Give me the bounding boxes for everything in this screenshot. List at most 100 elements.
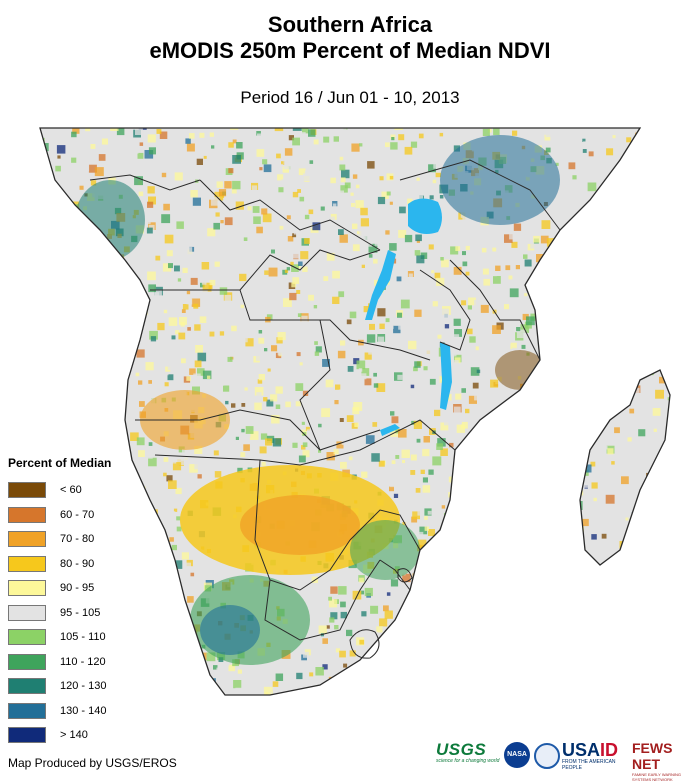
ndvi-pixel [542, 639, 548, 645]
ndvi-pixel [154, 548, 158, 552]
ndvi-pixel [479, 692, 489, 695]
ndvi-pixel [110, 306, 115, 311]
ndvi-pixel [368, 347, 376, 355]
ndvi-pixel [428, 469, 434, 475]
ndvi-pixel [615, 717, 619, 721]
ndvi-pixel [47, 391, 52, 396]
ndvi-pixel [144, 150, 154, 159]
ndvi-pixel [563, 511, 568, 516]
ndvi-pixel [87, 361, 93, 366]
ndvi-pixel [181, 645, 186, 651]
ndvi-pixel [584, 492, 591, 499]
ndvi-pixel [189, 133, 195, 139]
ndvi-pixel [606, 148, 614, 156]
ndvi-pixel [570, 239, 575, 244]
ndvi-pixel [616, 261, 623, 268]
ndvi-pixel [662, 291, 666, 295]
ndvi-pixel [646, 317, 654, 325]
ndvi-pixel [286, 215, 291, 220]
ndvi-pixel [204, 210, 211, 217]
ndvi-pixel [600, 694, 607, 695]
ndvi-pixel [667, 143, 670, 149]
ndvi-pixel [658, 208, 662, 213]
ndvi-pixel [599, 223, 605, 229]
ndvi-pixel [614, 427, 620, 434]
ndvi-pixel [351, 440, 355, 444]
ndvi-pixel [333, 718, 341, 726]
ndvi-pixel [156, 529, 161, 535]
ndvi-pixel [47, 225, 54, 232]
ndvi-pixel [582, 653, 591, 662]
ndvi-pixel [526, 135, 532, 141]
ndvi-pixel [475, 703, 481, 709]
ndvi-pixel [384, 150, 392, 158]
ndvi-pixel [378, 259, 386, 267]
ndvi-pixel [620, 388, 629, 397]
ndvi-pixel [657, 172, 662, 176]
ndvi-pixel [235, 687, 245, 695]
ndvi-pixel [322, 359, 330, 367]
ndvi-pixel [401, 397, 405, 401]
ndvi-pixel [41, 233, 48, 240]
ndvi-pixel [577, 382, 581, 386]
ndvi-patch [350, 520, 420, 580]
ndvi-pixel [583, 482, 589, 488]
ndvi-pixel [168, 317, 178, 326]
ndvi-pixel [127, 277, 135, 284]
legend-item: 60 - 70 [8, 503, 128, 528]
ndvi-pixel [319, 385, 323, 389]
ndvi-pixel [468, 297, 476, 306]
ndvi-pixel [226, 351, 235, 361]
ndvi-pixel [539, 212, 548, 221]
ndvi-pixel [454, 416, 462, 425]
ndvi-pixel [136, 349, 145, 358]
ndvi-pixel [71, 367, 78, 374]
ndvi-pixel [541, 220, 551, 229]
ndvi-pixel [390, 142, 398, 150]
ndvi-pixel [479, 542, 488, 552]
ndvi-pixel [607, 215, 612, 219]
ndvi-pixel [136, 437, 145, 446]
ndvi-pixel [568, 493, 573, 498]
ndvi-pixel [493, 643, 499, 649]
ndvi-pixel [414, 250, 421, 256]
ndvi-pixel [665, 710, 670, 715]
ndvi-pixel [291, 264, 299, 272]
ndvi-pixel [117, 432, 122, 438]
ndvi-pixel [372, 422, 378, 427]
ndvi-pixel [412, 511, 420, 520]
ndvi-pixel [55, 165, 61, 172]
ndvi-pixel [164, 382, 169, 387]
ndvi-pixel [71, 157, 77, 163]
ndvi-pixel [147, 186, 155, 194]
ndvi-pixel [663, 226, 668, 231]
ndvi-pixel [33, 423, 38, 428]
ndvi-pixel [160, 630, 169, 638]
ndvi-pixel [282, 166, 289, 173]
ndvi-pixel [492, 614, 501, 622]
ndvi-pixel [600, 391, 609, 400]
ndvi-pixel [194, 360, 202, 368]
ndvi-pixel [428, 529, 435, 536]
ndvi-pixel [169, 356, 177, 364]
ndvi-pixel [495, 596, 504, 605]
ndvi-pixel [449, 720, 453, 724]
ndvi-pixel [75, 216, 80, 221]
ndvi-pixel [162, 165, 171, 173]
ndvi-pixel [272, 358, 278, 364]
ndvi-pixel [453, 535, 459, 541]
ndvi-pixel [609, 308, 616, 315]
ndvi-pixel [240, 304, 244, 309]
ndvi-pixel [227, 372, 231, 377]
ndvi-pixel [358, 368, 363, 372]
ndvi-pixel [598, 409, 605, 417]
ndvi-pixel [330, 177, 336, 184]
ndvi-pixel [637, 121, 643, 127]
ndvi-pixel [284, 148, 293, 156]
ndvi-pixel [428, 244, 434, 250]
ndvi-pixel [352, 223, 358, 229]
ndvi-pixel [227, 393, 234, 399]
ndvi-pixel [648, 245, 654, 251]
ndvi-pixel [235, 703, 243, 711]
ndvi-pixel [359, 639, 365, 645]
